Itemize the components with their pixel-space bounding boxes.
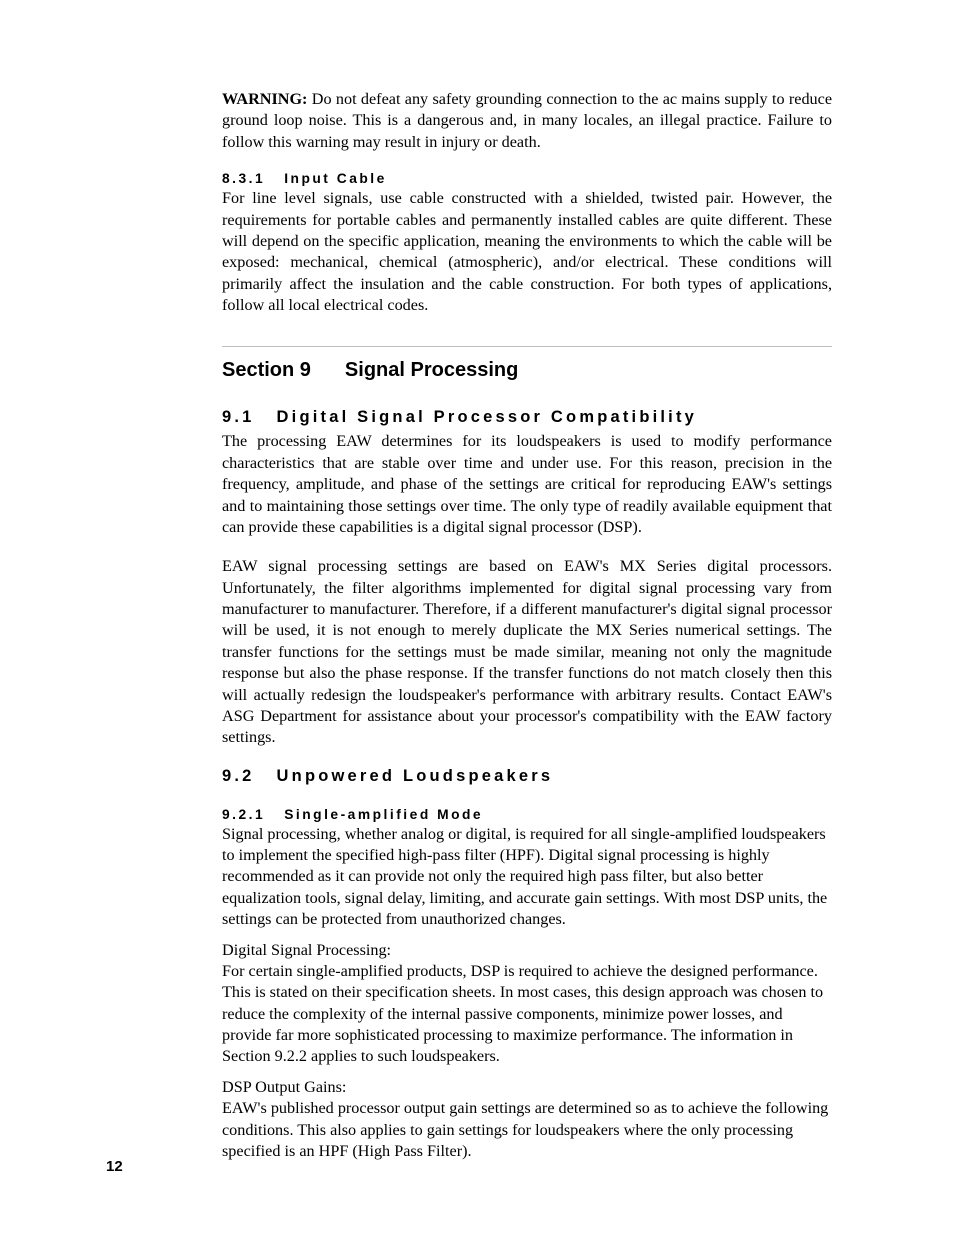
warning-paragraph: WARNING: Do not defeat any safety ground… <box>222 89 832 153</box>
para-9-1-b: EAW signal processing settings are based… <box>222 556 832 748</box>
page-number: 12 <box>106 1158 123 1175</box>
para-9-2-1-a: Signal processing, whether analog or dig… <box>222 824 832 931</box>
heading-8-3-1-num: 8.3.1 <box>222 171 265 186</box>
section-9-title: Signal Processing <box>345 359 518 382</box>
section-9-num: Section 9 <box>222 359 311 382</box>
heading-9-2-1-num: 9.2.1 <box>222 807 265 822</box>
heading-9-2: 9.2 Unpowered Loudspeakers <box>222 767 832 786</box>
warning-label: WARNING: <box>222 90 307 108</box>
dsp-label: Digital Signal Processing: <box>222 941 391 959</box>
section-divider <box>222 346 832 347</box>
heading-9-1: 9.1 Digital Signal Processor Compatibili… <box>222 408 832 427</box>
heading-8-3-1-title: Input Cable <box>284 171 387 186</box>
dsp-body: For certain single-amplified products, D… <box>222 962 823 1066</box>
heading-8-3-1: 8.3.1 Input Cable <box>222 171 832 186</box>
heading-section-9: Section 9 Signal Processing <box>222 359 832 382</box>
para-9-1-a: The processing EAW determines for its lo… <box>222 431 832 538</box>
heading-9-2-title: Unpowered Loudspeakers <box>277 767 554 786</box>
warning-text: Do not defeat any safety grounding conne… <box>222 90 832 151</box>
document-page: WARNING: Do not defeat any safety ground… <box>0 0 954 1235</box>
heading-9-2-1: 9.2.1 Single-amplified Mode <box>222 807 832 822</box>
para-8-3-1: For line level signals, use cable constr… <box>222 188 832 316</box>
gains-label: DSP Output Gains: <box>222 1078 346 1096</box>
heading-9-2-num: 9.2 <box>222 767 255 786</box>
para-9-2-1-gains: DSP Output Gains: EAW's published proces… <box>222 1077 832 1163</box>
para-9-2-1-dsp: Digital Signal Processing: For certain s… <box>222 940 832 1068</box>
heading-9-1-num: 9.1 <box>222 408 255 427</box>
gains-body: EAW's published processor output gain se… <box>222 1099 828 1160</box>
heading-9-1-title: Digital Signal Processor Compatibility <box>277 408 698 427</box>
heading-9-2-1-title: Single-amplified Mode <box>284 807 483 822</box>
